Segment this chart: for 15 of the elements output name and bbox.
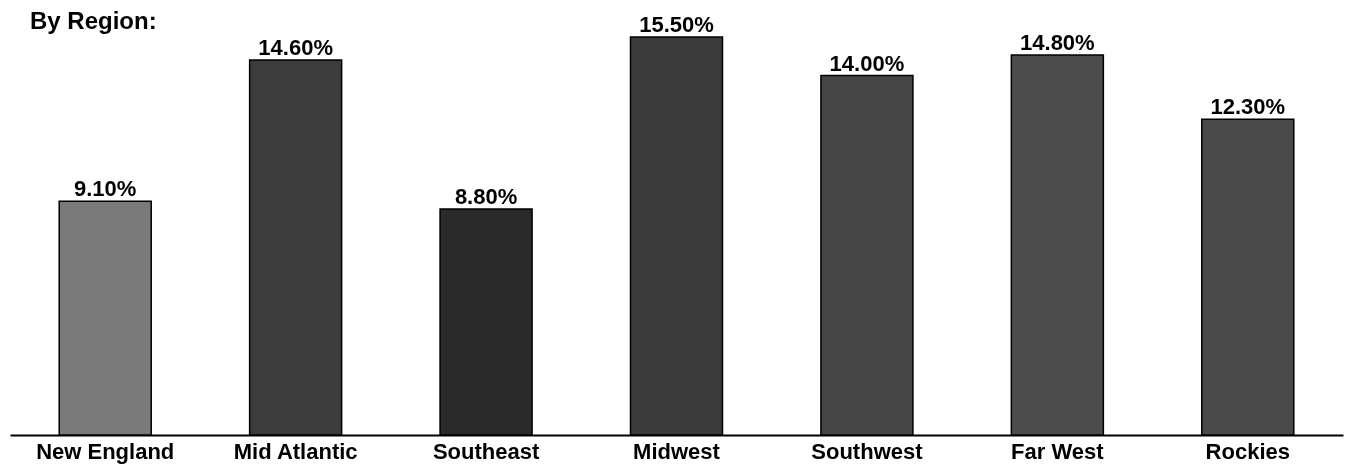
- x-tick-label: Rockies: [1205, 438, 1290, 464]
- data-label: 15.50%: [639, 12, 714, 37]
- data-label: 8.80%: [454, 184, 518, 210]
- data-label: 9.10%: [74, 176, 137, 202]
- x-tick-label: Mid Atlantic: [233, 438, 358, 464]
- chart-title: By Region:: [30, 7, 157, 34]
- x-tick-label: Southwest: [811, 438, 924, 464]
- x-tick-label: New England: [36, 438, 175, 464]
- data-label: 14.00%: [829, 50, 905, 76]
- x-tick-label: Midwest: [633, 438, 721, 464]
- x-tick-label: Southeast: [432, 438, 540, 464]
- data-label: 14.80%: [1020, 29, 1095, 55]
- x-tick-label: Far West: [1011, 438, 1105, 464]
- data-label: 12.30%: [1210, 94, 1286, 120]
- data-label: 14.60%: [258, 35, 333, 61]
